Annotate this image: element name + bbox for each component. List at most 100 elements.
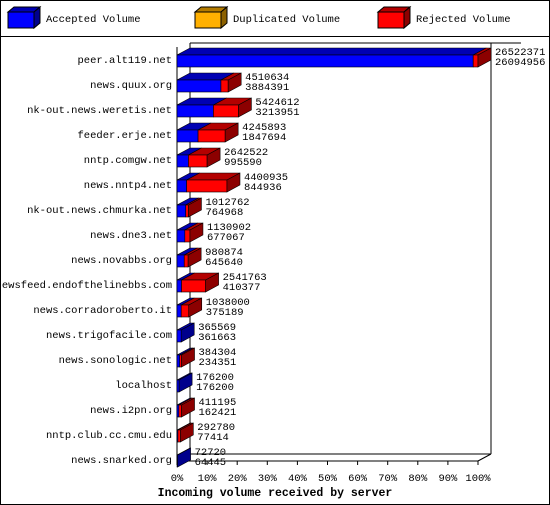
value-label: 384304: [199, 347, 237, 359]
value-label: 3884391: [245, 82, 289, 94]
legend-label: Duplicated Volume: [233, 14, 340, 26]
value-label: 844936: [244, 182, 282, 194]
bar: [176, 104, 214, 118]
axis-line: [477, 453, 492, 462]
bar-side: [224, 122, 239, 143]
bar-side: [188, 197, 202, 218]
bar-side: [187, 247, 202, 268]
bar: [176, 129, 199, 143]
y-tick-label: news.dne3.net: [90, 230, 172, 242]
y-tick-label: nntp.comgw.net: [84, 155, 172, 167]
value-label: 410377: [223, 282, 261, 294]
x-tick-label: 100%: [465, 473, 491, 485]
bar: [176, 79, 222, 93]
x-tick-label: 20%: [228, 473, 248, 485]
value-label: 26094956: [495, 57, 545, 69]
bar: [176, 379, 180, 393]
value-label: 5424612: [255, 97, 299, 109]
bar-side: [178, 372, 193, 393]
bar-side: [227, 72, 242, 93]
bar: [176, 304, 182, 318]
value-label: 375189: [206, 307, 244, 319]
bar: [188, 154, 208, 168]
y-tick-label: peer.alt119.net: [77, 55, 172, 67]
value-label: 176200: [196, 372, 234, 384]
value-label: 4400935: [244, 172, 288, 184]
bar: [176, 279, 182, 293]
bar-side: [177, 447, 191, 468]
bar-side: [188, 297, 203, 318]
y-tick-label: localhost: [115, 380, 172, 392]
x-tick-label: 40%: [288, 473, 308, 485]
value-label: 64445: [195, 457, 227, 469]
y-tick-label: news.snarked.org: [71, 455, 172, 467]
bar: [176, 154, 189, 168]
value-label: 995590: [224, 157, 262, 169]
value-label: 361663: [198, 332, 236, 344]
bar: [177, 429, 181, 443]
y-tick-label: nntp.club.cc.cmu.edu: [46, 430, 172, 442]
bar-side: [205, 272, 219, 293]
x-tick-label: 70%: [378, 473, 398, 485]
value-label: 292780: [197, 422, 235, 434]
bar-side: [180, 322, 195, 343]
value-label: 980874: [205, 247, 243, 259]
bar: [180, 304, 190, 318]
value-label: 162421: [199, 407, 237, 419]
legend-swatch: [7, 11, 35, 29]
bar: [183, 254, 189, 268]
bar: [197, 129, 226, 143]
bar: [176, 204, 187, 218]
value-label: 2541763: [223, 272, 267, 284]
value-label: 3213951: [255, 107, 299, 119]
legend-label: Accepted Volume: [46, 14, 141, 26]
value-label: 1012762: [205, 197, 249, 209]
legend-swatch: [377, 11, 405, 29]
x-tick-label: 60%: [348, 473, 368, 485]
bar-side: [180, 422, 194, 443]
x-tick-label: 80%: [408, 473, 428, 485]
y-tick-label: nk-out.news.chmurka.net: [27, 205, 172, 217]
bar: [176, 229, 186, 243]
y-tick-label: news.sonologic.net: [59, 355, 172, 367]
y-tick-label: nk-out.news.weretis.net: [27, 105, 172, 117]
legend-label: Rejected Volume: [416, 14, 511, 26]
legend-swatch: [194, 11, 222, 29]
value-label: 72720: [195, 447, 227, 459]
value-label: 4510634: [245, 72, 289, 84]
value-label: 1038000: [206, 297, 250, 309]
bar: [472, 54, 479, 68]
bar: [176, 329, 182, 343]
y-tick-label: news.corradoroberto.it: [33, 305, 172, 317]
y-tick-label: news.nntp4.net: [84, 180, 172, 192]
value-label: 645640: [205, 257, 243, 269]
bar-side: [206, 147, 221, 168]
bar: [186, 179, 228, 193]
bar-side: [238, 97, 252, 118]
x-tick-label: 90%: [438, 473, 458, 485]
bar: [176, 179, 187, 193]
x-tick-label: 50%: [318, 473, 338, 485]
value-label: 411195: [199, 397, 237, 409]
x-tick-label: 30%: [258, 473, 278, 485]
value-label: 176200: [196, 382, 234, 394]
x-axis-title: Incoming volume received by server: [158, 487, 393, 500]
y-tick-label: news.i2pn.org: [90, 405, 172, 417]
bar: [213, 104, 239, 118]
value-label: 26522371: [495, 47, 545, 59]
bar: [176, 254, 185, 268]
bar-top: [176, 47, 487, 56]
bar-side: [226, 172, 241, 193]
bar: [185, 204, 189, 218]
bar-side: [181, 347, 195, 368]
value-label: 77414: [197, 432, 229, 444]
bar: [184, 229, 191, 243]
value-label: 2642522: [224, 147, 268, 159]
y-tick-label: news.novabbs.org: [71, 255, 172, 267]
value-label: 1847694: [242, 132, 286, 144]
value-label: 365569: [198, 322, 236, 334]
value-label: 1130902: [207, 222, 251, 234]
bar: [176, 54, 474, 68]
